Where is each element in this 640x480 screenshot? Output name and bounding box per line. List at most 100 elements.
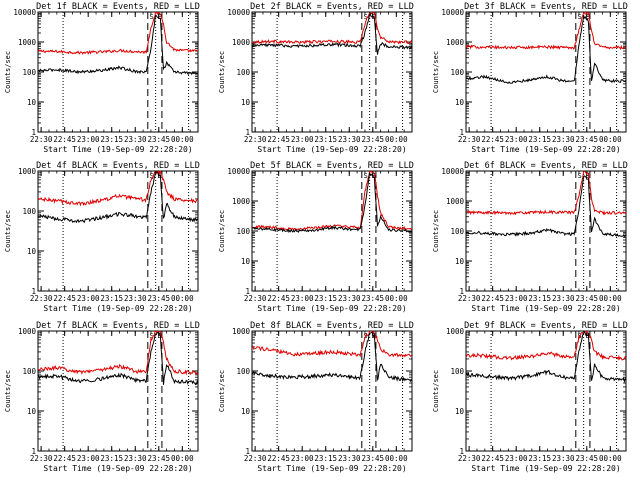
y-axis-label: Counts/sec [4,210,12,252]
y-tick-label: 10 [27,407,37,416]
x-tick-label: 23:30 [124,135,147,144]
x-tick-label: 23:15 [100,454,123,463]
x-tick-label: 22:45 [481,454,504,463]
interval-marker: S [150,332,154,340]
interval-marker: E [372,172,376,180]
x-axis-label: Start Time (19-Sep-09 22:28:20) [257,464,406,473]
y-tick-label: 10000 [441,8,464,17]
y-tick-label: 1000 [446,197,465,206]
panel-title: Det 2f BLACK = Events, RED = LLD [250,2,414,12]
y-tick-label: 1000 [232,38,251,47]
x-tick-label: 22:45 [267,294,290,303]
x-tick-label: 23:45 [147,294,170,303]
y-tick-label: 1 [31,447,36,456]
lld-series-line [38,12,198,55]
panel-title: Det 9f BLACK = Events, RED = LLD [464,321,628,331]
y-axis-label: Counts/sec [218,370,226,412]
panel-title: Det 8f BLACK = Events, RED = LLD [250,321,414,331]
y-axis-label: Counts/sec [4,51,12,93]
panel-title: Det 6f BLACK = Events, RED = LLD [464,161,628,171]
panel-title: Det 4f BLACK = Events, RED = LLD [36,161,200,171]
lld-series-line [466,171,626,216]
y-tick-label: 10 [241,257,251,266]
plot-frame [251,11,413,133]
x-tick-label: 23:30 [338,294,361,303]
x-tick-label: 23:30 [338,135,361,144]
x-tick-label: 23:00 [291,135,314,144]
x-tick-label: 23:45 [147,135,170,144]
x-tick-label: 22:30 [30,454,53,463]
interval-marker: E [586,332,590,340]
x-tick-label: 23:15 [314,294,337,303]
x-axis-label: Start Time (19-Sep-09 22:28:20) [257,304,406,313]
x-tick-label: 23:15 [100,294,123,303]
y-tick-label: 10 [455,98,465,107]
y-tick-label: 1000 [446,327,465,336]
x-tick-label: 00:00 [171,454,194,463]
panel-title: Det 3f BLACK = Events, RED = LLD [464,2,628,12]
x-tick-label: 00:00 [599,454,622,463]
x-tick-label: 23:00 [77,294,100,303]
interval-marker: S [364,13,368,21]
x-tick-label: 23:30 [552,454,575,463]
x-tick-label: 23:45 [361,135,384,144]
events-series-line [38,14,198,76]
y-tick-label: 1000 [446,38,465,47]
y-tick-label: 100 [236,68,250,77]
x-tick-label: 23:15 [528,135,551,144]
x-tick-label: 22:30 [458,294,481,303]
x-tick-label: 22:30 [458,135,481,144]
events-series-line [38,331,198,386]
events-series-line [252,13,412,55]
y-tick-label: 1 [245,128,250,137]
events-series-line [466,14,626,84]
x-tick-label: 23:45 [575,454,598,463]
x-axis-label: Start Time (19-Sep-09 22:28:20) [43,304,192,313]
plot-frame [37,330,199,452]
plot-frame [465,330,627,452]
x-tick-label: 23:30 [124,294,147,303]
events-series-line [252,331,412,383]
events-series-line [466,331,626,384]
x-tick-label: 00:00 [385,294,408,303]
y-tick-label: 10 [27,247,37,256]
interval-marker: S [578,13,582,21]
x-tick-label: 22:30 [244,294,267,303]
y-axis-label: Counts/sec [432,370,440,412]
x-tick-label: 23:45 [361,294,384,303]
detector-panel: Det 6f BLACK = Events, RED = LLD Counts/s… [432,161,628,313]
detector-panel: Det 9f BLACK = Events, RED = LLD Counts/s… [432,321,628,473]
interval-marker: E [158,332,162,340]
x-tick-label: 23:00 [505,454,528,463]
x-tick-label: 00:00 [385,454,408,463]
interval-marker: E [586,13,590,21]
interval-marker: S [364,172,368,180]
x-tick-label: 23:00 [505,294,528,303]
events-series-line [252,172,412,234]
panel-title: Det 7f BLACK = Events, RED = LLD [36,321,200,331]
lld-series-line [252,331,412,358]
plot-frame [37,170,199,292]
x-tick-label: 00:00 [171,135,194,144]
y-tick-label: 10 [455,407,465,416]
y-axis-label: Counts/sec [432,51,440,93]
y-tick-label: 100 [236,227,250,236]
x-tick-label: 00:00 [385,135,408,144]
y-tick-label: 1 [459,128,464,137]
y-axis-label: Counts/sec [218,210,226,252]
x-tick-label: 00:00 [171,294,194,303]
lld-series-line [252,12,412,45]
interval-marker: S [578,172,582,180]
x-axis-label: Start Time (19-Sep-09 22:28:20) [257,145,406,154]
x-tick-label: 22:30 [458,454,481,463]
y-tick-label: 1 [31,287,36,296]
y-tick-label: 100 [450,227,464,236]
detector-panel: Det 1f BLACK = Events, RED = LLD Counts/s… [4,2,200,154]
x-axis-label: Start Time (19-Sep-09 22:28:20) [43,145,192,154]
x-tick-label: 23:00 [77,135,100,144]
x-tick-label: 23:45 [575,294,598,303]
x-tick-label: 23:30 [338,454,361,463]
y-tick-label: 1 [459,287,464,296]
y-tick-label: 10000 [13,8,36,17]
